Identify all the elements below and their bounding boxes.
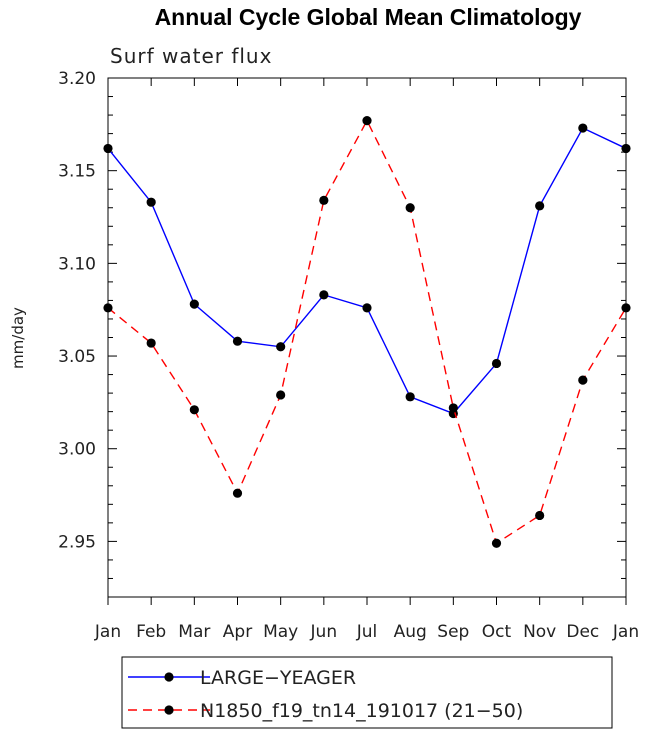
y-tick-label: 3.10: [58, 254, 96, 274]
y-tick-label: 3.20: [58, 69, 96, 89]
y-tick-label: 2.95: [58, 532, 96, 552]
data-point: [276, 390, 286, 400]
x-tick-label: Dec: [566, 622, 599, 642]
data-point: [103, 143, 113, 154]
y-tick-label: 3.00: [58, 440, 96, 460]
plot-frame: [107, 77, 627, 598]
series-line-2: [107, 119, 627, 545]
legend-marker-1: [164, 672, 174, 682]
x-tick-label: Oct: [482, 622, 512, 642]
y-tick-labels: 3.20 3.15 3.10 3.05 3.00 2.95: [58, 69, 96, 552]
data-point: [232, 488, 243, 498]
data-point: [621, 303, 631, 313]
x-tick-label: Mar: [178, 622, 210, 642]
x-tick-label: Feb: [136, 622, 166, 642]
data-point: [319, 290, 329, 300]
legend-label-1: LARGE−YEAGER: [200, 667, 356, 689]
data-point: [146, 197, 156, 207]
data-point: [578, 123, 588, 133]
data-point: [276, 342, 286, 352]
data-point: [491, 358, 502, 369]
series-layer: [103, 116, 631, 548]
data-point: [578, 375, 588, 385]
legend-marker-2: [164, 705, 174, 715]
x-tick-label: Sep: [437, 622, 469, 642]
data-point: [189, 299, 199, 309]
x-tick-label: Apr: [223, 622, 252, 642]
data-point: [189, 405, 199, 415]
chart-subtitle: Surf water flux: [110, 44, 272, 68]
x-tick-label: May: [263, 622, 298, 642]
x-tick-label: Jan: [612, 622, 639, 642]
data-point: [405, 392, 415, 402]
data-point: [491, 538, 502, 548]
data-point: [535, 510, 545, 521]
legend-entries: LARGE−YEAGER N1850_f19_tn14_191017 (21−50…: [128, 667, 523, 722]
data-point: [448, 403, 458, 413]
y-axis-label: mm/day: [9, 307, 27, 369]
x-tick-label: Jul: [356, 622, 378, 642]
x-tick-label: Jun: [310, 622, 338, 642]
axis-ticks: [107, 77, 627, 605]
x-tick-labels: Jan Feb Mar Apr May Jun Jul Aug Sep Oct Nov Dec Jan: [94, 622, 639, 642]
data-point: [405, 203, 415, 213]
x-tick-label: Nov: [523, 622, 556, 642]
data-point: [232, 336, 243, 346]
data-point: [535, 201, 545, 211]
y-tick-label: 3.05: [58, 347, 96, 367]
y-tick-label: 3.15: [58, 162, 96, 182]
series-line-1: [107, 127, 627, 415]
legend-box[interactable]: [121, 656, 613, 729]
legend-label-2: N1850_f19_tn14_191017 (21−50): [200, 700, 523, 722]
data-point: [621, 143, 631, 154]
data-point: [103, 303, 113, 313]
data-point: [362, 116, 372, 126]
data-point: [362, 303, 372, 313]
x-tick-label: Aug: [394, 622, 427, 642]
chart-title: Annual Cycle Global Mean Climatology: [155, 4, 582, 30]
x-tick-label: Jan: [94, 622, 121, 642]
data-point: [319, 195, 329, 205]
data-point: [146, 338, 156, 348]
